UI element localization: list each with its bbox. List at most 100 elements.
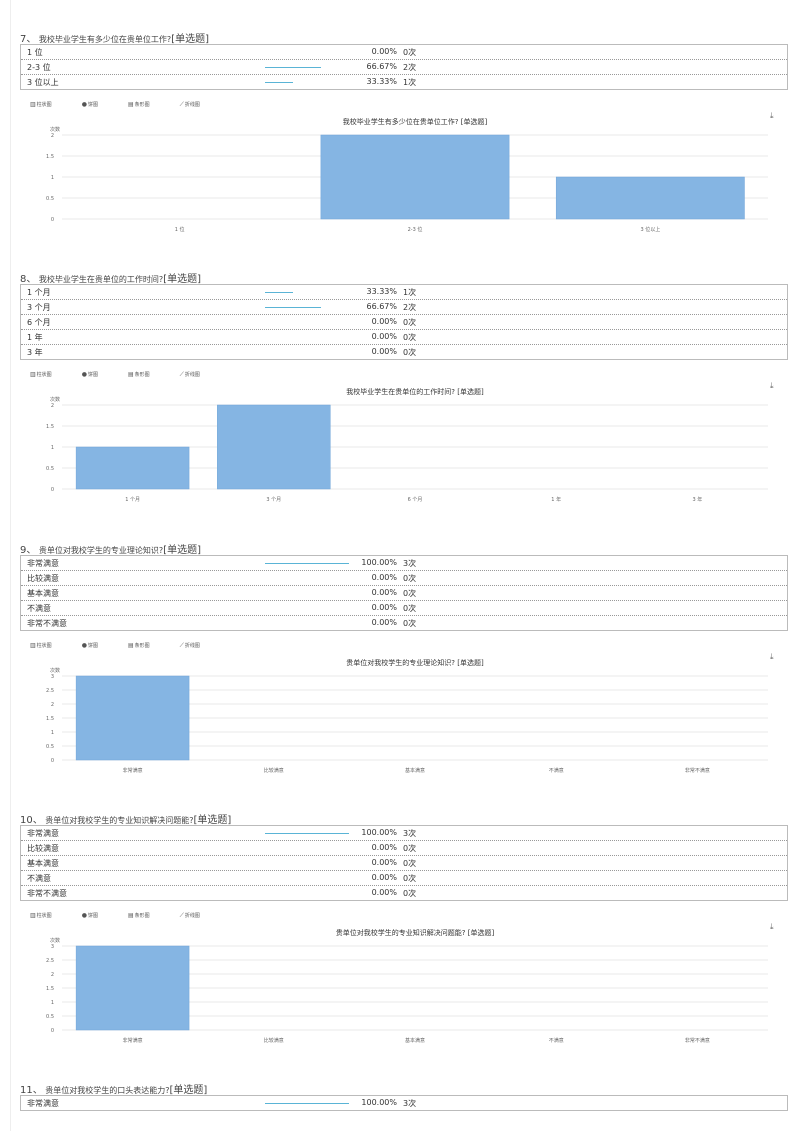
- y-tick-label: 1.5: [46, 986, 54, 992]
- chart-type-pie[interactable]: ●饼图: [82, 642, 113, 649]
- result-table: 非常满意 100.00% 3次 比较满意 0.00% 0次 基本满意 0.00% 0次 不满意 0.…: [20, 825, 788, 901]
- percent-bar: [265, 307, 321, 308]
- y-tick-label: 2.5: [46, 688, 54, 694]
- x-tick-label: 1 个月: [125, 497, 140, 503]
- x-tick-label: 6 个月: [408, 497, 423, 503]
- option-count: 2次: [403, 63, 417, 72]
- hbar-chart-icon: ▤: [127, 642, 134, 649]
- option-percent: 0.00%: [371, 888, 397, 897]
- chart-title: 我校毕业学生有多少位在贵单位工作? [单选题]: [343, 117, 488, 126]
- y-axis-label: 次数: [50, 667, 60, 674]
- option-percent: 0.00%: [371, 603, 397, 612]
- chart-type-label: 条形图: [134, 372, 150, 378]
- question-text: 贵单位对我校学生的专业知识解决问题能?: [45, 816, 194, 825]
- chart-type-bar[interactable]: ▥柱状图: [30, 642, 67, 649]
- option-label: 非常满意: [27, 559, 59, 568]
- option-label: 非常不满意: [27, 889, 67, 898]
- question-type-tag: [单选题]: [163, 545, 201, 556]
- chart-type-pie[interactable]: ●饼图: [82, 101, 113, 108]
- y-axis-label: 次数: [50, 126, 60, 133]
- y-tick-label: 0.5: [46, 466, 54, 472]
- chart-type-bar[interactable]: ▥柱状图: [30, 912, 67, 919]
- percent-bar: [265, 563, 349, 564]
- option-percent: 0.00%: [371, 588, 397, 597]
- bar-chart: 贵单位对我校学生的专业知识解决问题能? [单选题] 次数 0 0.5 1 1.5 2 2.5 3…: [20, 926, 786, 1061]
- y-tick-label: 0: [51, 217, 54, 223]
- y-tick-label: 2: [51, 702, 54, 708]
- x-tick-label: 比较满意: [264, 1037, 284, 1044]
- option-count: 0次: [403, 574, 417, 583]
- download-icon[interactable]: ⤓: [770, 652, 774, 661]
- download-icon[interactable]: ⤓: [770, 381, 774, 390]
- chart-type-pie[interactable]: ●饼图: [82, 912, 113, 919]
- option-count: 0次: [403, 48, 417, 57]
- chart-type-bar[interactable]: ▥柱状图: [30, 371, 67, 378]
- option-percent: 33.33%: [366, 287, 397, 296]
- x-tick-label: 基本满意: [405, 767, 425, 774]
- option-percent: 100.00%: [361, 1098, 397, 1107]
- option-count: 0次: [403, 859, 417, 868]
- question-number: 7、: [20, 34, 37, 45]
- question-title: 7、 我校毕业学生有多少位在贵单位工作?[单选题]: [20, 30, 209, 45]
- table-row: 1 位 0.00% 0次: [21, 45, 787, 60]
- option-label: 2-3 位: [27, 63, 51, 72]
- option-label: 不满意: [27, 874, 51, 883]
- question-title: 9、 贵单位对我校学生的专业理论知识?[单选题]: [20, 541, 201, 556]
- chart-type-line[interactable]: ⟋折线图: [180, 371, 215, 379]
- option-label: 基本满意: [27, 589, 59, 598]
- y-tick-label: 3: [51, 674, 54, 680]
- table-row: 3 年 0.00% 0次: [21, 345, 787, 360]
- chart-type-hbar[interactable]: ▤条形图: [128, 912, 165, 919]
- chart-type-bar[interactable]: ▥柱状图: [30, 101, 67, 108]
- question-title: 10、 贵单位对我校学生的专业知识解决问题能?[单选题]: [20, 811, 231, 826]
- chart-type-label: 条形图: [134, 102, 150, 108]
- chart-type-label: 饼图: [87, 643, 98, 649]
- download-icon[interactable]: ⤓: [770, 111, 774, 120]
- y-tick-label: 1.5: [46, 424, 54, 430]
- option-label: 非常满意: [27, 1099, 59, 1108]
- option-percent: 66.67%: [366, 62, 397, 71]
- chart-type-hbar[interactable]: ▤条形图: [128, 101, 165, 108]
- y-axis-label: 次数: [50, 396, 60, 403]
- chart-bar: [320, 134, 510, 220]
- y-axis-label: 次数: [50, 937, 60, 944]
- option-count: 0次: [403, 844, 417, 853]
- chart-type-line[interactable]: ⟋折线图: [180, 642, 215, 650]
- question-text: 我校毕业学生在贵单位的工作时间?: [38, 275, 164, 284]
- line-chart-icon: ⟋: [179, 101, 184, 108]
- bar-chart: 贵单位对我校学生的专业理论知识? [单选题] 次数 0 0.5 1 1.5 2 2.5 3 非常满…: [20, 656, 786, 791]
- chart-type-line[interactable]: ⟋折线图: [180, 101, 215, 109]
- download-icon[interactable]: ⤓: [770, 922, 774, 931]
- chart-type-hbar[interactable]: ▤条形图: [128, 642, 165, 649]
- x-tick-label: 基本满意: [405, 1037, 425, 1044]
- result-table: 1 位 0.00% 0次 2-3 位 66.67% 2次 3 位以上 33.33% 1次: [20, 44, 788, 90]
- x-tick-label: 3 位以上: [640, 226, 660, 233]
- option-count: 0次: [403, 348, 417, 357]
- y-tick-label: 1: [51, 445, 54, 451]
- hbar-chart-icon: ▤: [127, 371, 134, 378]
- x-tick-label: 非常满意: [123, 1037, 143, 1044]
- bar-chart-icon: ▥: [30, 912, 36, 919]
- chart-type-line[interactable]: ⟋折线图: [180, 912, 215, 920]
- y-tick-label: 1: [51, 175, 54, 181]
- option-count: 3次: [403, 559, 417, 568]
- chart-svg: 贵单位对我校学生的专业理论知识? [单选题] 次数 0 0.5 1 1.5 2 2.5 3 非常满…: [46, 658, 768, 774]
- option-percent: 0.00%: [371, 47, 397, 56]
- y-tick-label: 0: [51, 487, 54, 493]
- chart-type-label: 折线图: [184, 913, 200, 919]
- chart-type-label: 柱状图: [36, 913, 52, 919]
- question-number: 8、: [20, 274, 37, 285]
- chart-svg: 贵单位对我校学生的专业知识解决问题能? [单选题] 次数 0 0.5 1 1.5 2 2.5 3…: [46, 928, 768, 1044]
- x-tick-label: 不满意: [549, 1037, 564, 1044]
- x-tick-label: 非常不满意: [685, 1037, 710, 1044]
- percent-bar: [265, 1103, 349, 1104]
- chart-type-hbar[interactable]: ▤条形图: [128, 371, 165, 378]
- chart-type-toolbar: ▥柱状图 ●饼图 ▤条形图 ⟋折线图: [30, 371, 230, 379]
- option-count: 3次: [403, 1099, 417, 1108]
- chart-type-pie[interactable]: ●饼图: [82, 371, 113, 378]
- option-count: 2次: [403, 303, 417, 312]
- question-number: 9、: [20, 545, 37, 556]
- chart-title: 贵单位对我校学生的专业知识解决问题能? [单选题]: [336, 928, 495, 937]
- chart-type-label: 饼图: [87, 102, 98, 108]
- line-chart-icon: ⟋: [179, 642, 184, 649]
